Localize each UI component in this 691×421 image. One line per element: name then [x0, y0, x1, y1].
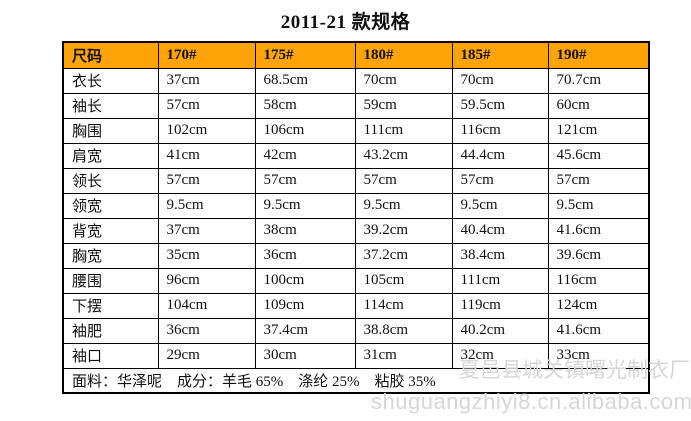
measurement-cell: 36cm — [254, 242, 356, 269]
row-label: 背宽 — [62, 217, 159, 244]
measurement-cell: 102cm — [157, 117, 256, 144]
measurement-cell: 45.6cm — [547, 142, 650, 169]
measurement-cell: 41.6cm — [547, 317, 650, 344]
fabric-composition: 面料：华泽呢 成分：羊毛 65% 涤纶 25% 粘胶 35% — [62, 367, 650, 393]
measurement-cell: 104cm — [157, 292, 256, 319]
measurement-cell: 36cm — [157, 317, 256, 344]
measurement-cell: 116cm — [451, 117, 549, 144]
measurement-cell: 70cm — [354, 67, 453, 94]
measurement-cell: 59.5cm — [451, 92, 549, 119]
measurement-cell: 38.4cm — [451, 242, 549, 269]
measurement-cell: 32cm — [451, 342, 549, 369]
size-spec-table: 尺码 170# 175# 180# 185# 190# 衣长 37cm 68.5cm… — [62, 41, 650, 394]
row-label: 胸围 — [62, 117, 159, 144]
header-cell-size-185: 185# — [451, 41, 549, 69]
measurement-cell: 37.4cm — [254, 317, 356, 344]
page-title: 2011-21 款规格 — [280, 12, 411, 33]
measurement-cell: 96cm — [157, 267, 256, 294]
measurement-cell: 70cm — [451, 67, 549, 94]
measurement-cell: 70.7cm — [547, 67, 650, 94]
measurement-cell: 116cm — [547, 267, 650, 294]
measurement-cell: 57cm — [547, 167, 650, 194]
measurement-cell: 105cm — [354, 267, 453, 294]
measurement-cell: 100cm — [254, 267, 356, 294]
measurement-cell: 29cm — [157, 342, 256, 369]
row-label: 领长 — [62, 167, 159, 194]
table-row: 袖长 57cm 58cm 59cm 59.5cm 60cm — [62, 92, 650, 119]
header-row: 尺码 170# 175# 180# 185# 190# — [62, 41, 650, 69]
measurement-cell: 41.6cm — [547, 217, 650, 244]
measurement-cell: 40.2cm — [451, 317, 549, 344]
measurement-cell: 111cm — [354, 117, 453, 144]
measurement-cell: 40.4cm — [451, 217, 549, 244]
measurement-cell: 57cm — [254, 167, 356, 194]
row-label: 袖长 — [62, 92, 159, 119]
header-cell-size-175: 175# — [254, 41, 356, 69]
measurement-cell: 38.8cm — [354, 317, 453, 344]
measurement-cell: 119cm — [451, 292, 549, 319]
measurement-cell: 9.5cm — [547, 192, 650, 219]
table-row: 胸围 102cm 106cm 111cm 116cm 121cm — [62, 117, 650, 144]
row-label: 腰围 — [62, 267, 159, 294]
measurement-cell: 9.5cm — [157, 192, 256, 219]
row-label: 下摆 — [62, 292, 159, 319]
row-label: 肩宽 — [62, 142, 159, 169]
measurement-cell: 37.2cm — [354, 242, 453, 269]
measurement-cell: 33cm — [547, 342, 650, 369]
row-label: 领宽 — [62, 192, 159, 219]
measurement-cell: 68.5cm — [254, 67, 356, 94]
measurement-cell: 9.5cm — [354, 192, 453, 219]
measurement-cell: 42cm — [254, 142, 356, 169]
measurement-cell: 44.4cm — [451, 142, 549, 169]
table-row: 背宽 37cm 38cm 39.2cm 40.4cm 41.6cm — [62, 217, 650, 244]
table-row: 肩宽 41cm 42cm 43.2cm 44.4cm 45.6cm — [62, 142, 650, 169]
footer-row: 面料：华泽呢 成分：羊毛 65% 涤纶 25% 粘胶 35% — [62, 367, 650, 393]
measurement-cell: 124cm — [547, 292, 650, 319]
table-row: 衣长 37cm 68.5cm 70cm 70cm 70.7cm — [62, 67, 650, 94]
measurement-cell: 57cm — [354, 167, 453, 194]
table-row: 袖肥 36cm 37.4cm 38.8cm 40.2cm 41.6cm — [62, 317, 650, 344]
row-label: 胸宽 — [62, 242, 159, 269]
measurement-cell: 60cm — [547, 92, 650, 119]
measurement-cell: 41cm — [157, 142, 256, 169]
header-cell-size-label: 尺码 — [62, 41, 159, 69]
measurement-cell: 121cm — [547, 117, 650, 144]
measurement-cell: 109cm — [254, 292, 356, 319]
table-row: 袖口 29cm 30cm 31cm 32cm 33cm — [62, 342, 650, 369]
row-label: 袖口 — [62, 342, 159, 369]
measurement-cell: 57cm — [451, 167, 549, 194]
table-row: 领宽 9.5cm 9.5cm 9.5cm 9.5cm 9.5cm — [62, 192, 650, 219]
measurement-cell: 106cm — [254, 117, 356, 144]
measurement-cell: 57cm — [157, 92, 256, 119]
measurement-cell: 39.6cm — [547, 242, 650, 269]
table-row: 胸宽 35cm 36cm 37.2cm 38.4cm 39.6cm — [62, 242, 650, 269]
measurement-cell: 111cm — [451, 267, 549, 294]
table-row: 腰围 96cm 100cm 105cm 111cm 116cm — [62, 267, 650, 294]
header-cell-size-180: 180# — [354, 41, 453, 69]
measurement-cell: 37cm — [157, 67, 256, 94]
table-row: 领长 57cm 57cm 57cm 57cm 57cm — [62, 167, 650, 194]
measurement-cell: 114cm — [354, 292, 453, 319]
measurement-cell: 35cm — [157, 242, 256, 269]
measurement-cell: 38cm — [254, 217, 356, 244]
table-row: 下摆 104cm 109cm 114cm 119cm 124cm — [62, 292, 650, 319]
header-cell-size-190: 190# — [547, 41, 650, 69]
measurement-cell: 30cm — [254, 342, 356, 369]
measurement-cell: 43.2cm — [354, 142, 453, 169]
header-cell-size-170: 170# — [157, 41, 256, 69]
row-label: 袖肥 — [62, 317, 159, 344]
measurement-cell: 9.5cm — [451, 192, 549, 219]
measurement-cell: 57cm — [157, 167, 256, 194]
measurement-cell: 58cm — [254, 92, 356, 119]
row-label: 衣长 — [62, 67, 159, 94]
measurement-cell: 59cm — [354, 92, 453, 119]
measurement-cell: 9.5cm — [254, 192, 356, 219]
measurement-cell: 37cm — [157, 217, 256, 244]
measurement-cell: 31cm — [354, 342, 453, 369]
measurement-cell: 39.2cm — [354, 217, 453, 244]
